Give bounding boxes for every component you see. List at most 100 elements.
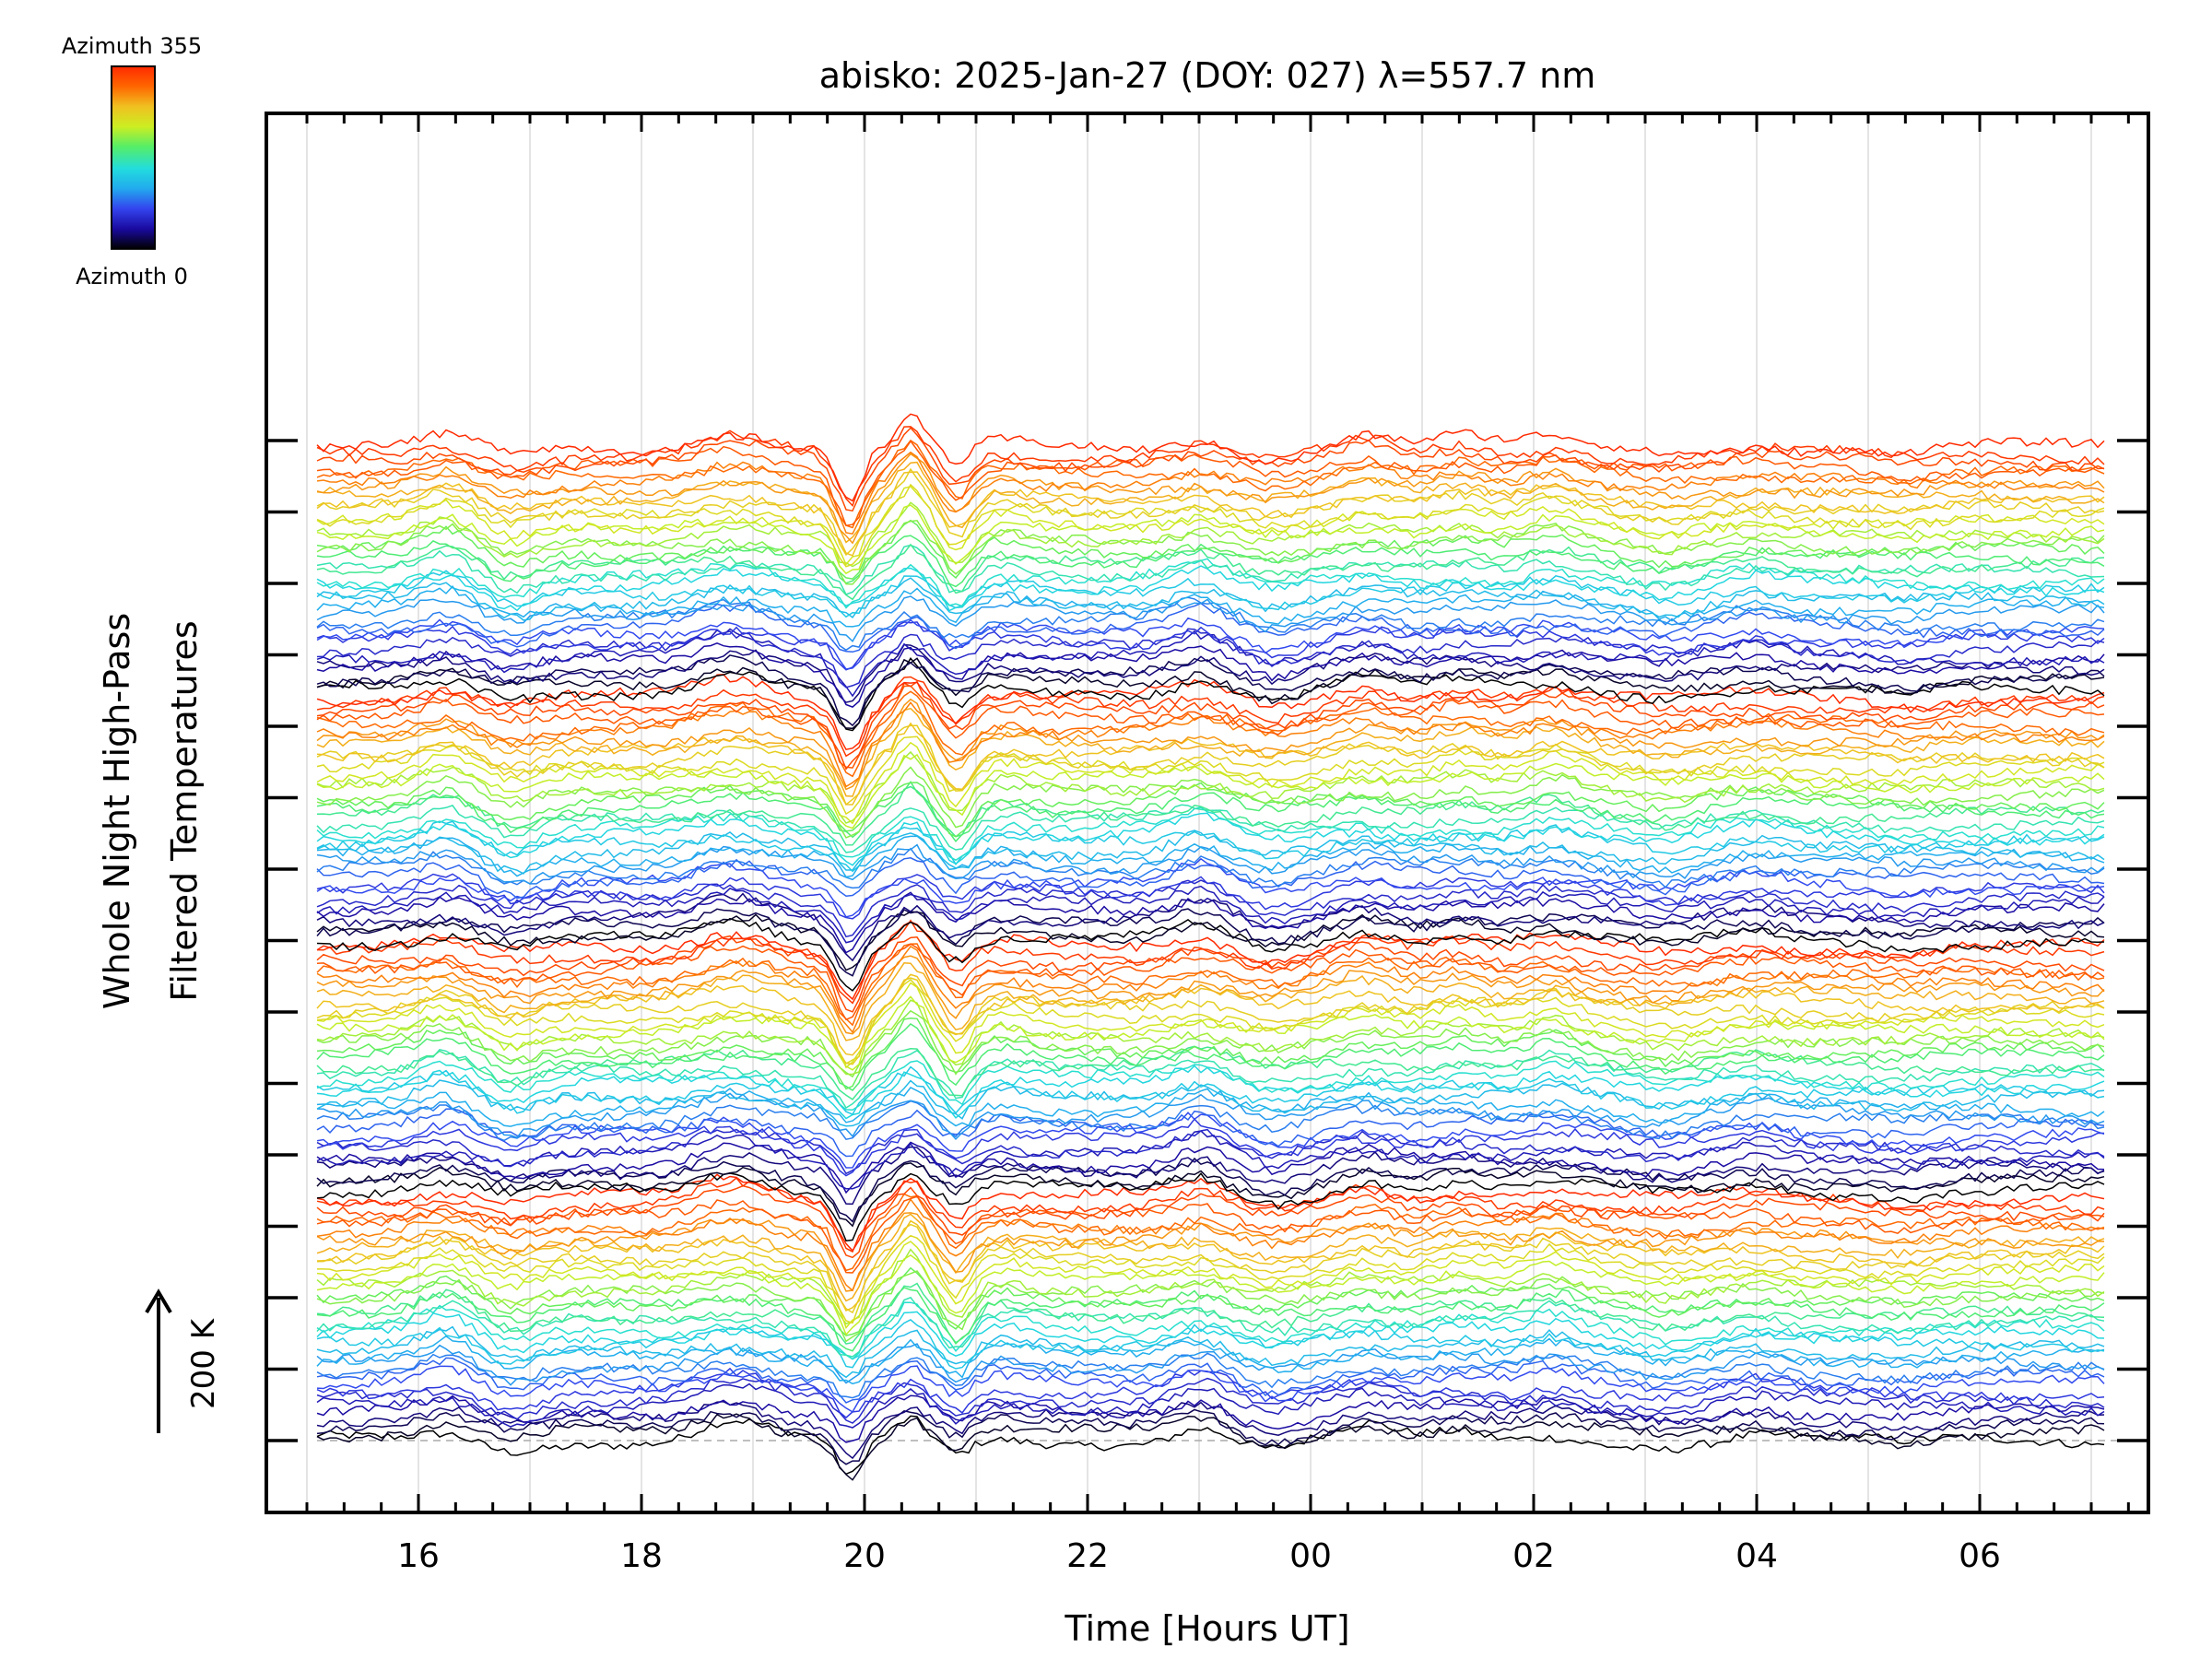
series-line — [316, 577, 2105, 621]
series-line — [316, 995, 2105, 1071]
series-line — [316, 977, 2105, 1065]
y-axis-label-line1: Whole Night High-Pass — [97, 613, 137, 1009]
series-line — [316, 1266, 2105, 1336]
series-line — [316, 440, 2105, 527]
series-line — [316, 879, 2105, 938]
series-line — [316, 1141, 2105, 1194]
series-line — [316, 921, 2105, 1001]
series-line — [316, 1172, 2105, 1242]
series-line — [316, 1413, 2105, 1481]
series-line — [316, 919, 2105, 1005]
series-line — [316, 955, 2105, 1035]
series-line — [316, 520, 2105, 585]
series-line — [316, 1382, 2105, 1429]
scale-arrow-head — [145, 1288, 172, 1314]
series-line — [316, 1086, 2105, 1127]
series-line — [316, 1301, 2105, 1360]
series-line — [316, 1343, 2105, 1386]
y-axis-label-line2: Filtered Temperatures — [164, 620, 205, 1001]
colorbar — [111, 65, 156, 250]
y-axis-label: Whole Night High-Pass Filtered Temperatu… — [97, 613, 205, 1009]
series-line — [316, 1311, 2105, 1360]
series-line — [316, 1128, 2105, 1175]
x-tick-label: 00 — [1289, 1537, 1332, 1575]
series-line — [316, 471, 2105, 557]
series-line — [316, 943, 2105, 1027]
series-line — [316, 1130, 2105, 1190]
series-line — [316, 544, 2105, 595]
series-line — [316, 426, 2105, 508]
series-line — [316, 1270, 2105, 1343]
x-tick-label: 06 — [1959, 1537, 2001, 1575]
series-line — [316, 908, 2105, 977]
series-line — [316, 1173, 2105, 1253]
series-line — [316, 1282, 2105, 1345]
scale-label: 200 K — [185, 1317, 222, 1409]
series-line — [316, 1193, 2105, 1272]
x-tick-label: 20 — [843, 1537, 886, 1575]
series-line — [316, 1048, 2105, 1110]
series-line — [316, 1197, 2105, 1292]
chart-title: abisko: 2025-Jan-27 (DOY: 027) λ=557.7 n… — [819, 55, 1596, 96]
azimuth-colorbar-legend: Azimuth 355 Azimuth 0 — [62, 33, 202, 289]
series-line — [316, 1415, 2105, 1476]
series-line — [316, 1377, 2105, 1424]
series-line — [316, 1146, 2105, 1206]
series-line — [316, 676, 2105, 758]
series-line — [316, 1017, 2105, 1090]
colorbar-bottom-label: Azimuth 0 — [76, 264, 188, 289]
series-line — [316, 780, 2105, 842]
series-line — [316, 413, 2105, 502]
series-line — [316, 857, 2105, 918]
series-line — [316, 1241, 2105, 1329]
series-line — [316, 722, 2105, 806]
series-line — [316, 1108, 2105, 1158]
series-line — [316, 504, 2105, 575]
series-line — [316, 641, 2105, 708]
series-line — [316, 1254, 2105, 1336]
series-line — [316, 654, 2105, 727]
series-line — [316, 1223, 2105, 1314]
series-line — [316, 1212, 2105, 1292]
series-line — [316, 782, 2105, 838]
series-line — [316, 857, 2105, 900]
series-line — [316, 1213, 2105, 1302]
series-line — [316, 1045, 2105, 1100]
series-line — [316, 892, 2105, 962]
series-line — [316, 628, 2105, 688]
series-line — [316, 1060, 2105, 1111]
series-line — [316, 847, 2105, 889]
series-line — [316, 1065, 2105, 1116]
series-line — [316, 1219, 2105, 1312]
plot-frame — [265, 112, 2150, 1514]
series-line — [316, 467, 2105, 557]
series-line — [316, 885, 2105, 944]
series-line — [316, 1357, 2105, 1404]
series-line — [316, 843, 2105, 886]
series-line — [316, 806, 2105, 862]
x-axis-label: Time [Hours UT] — [1064, 1608, 1349, 1649]
x-tick-label: 18 — [620, 1537, 663, 1575]
x-tick-label: 16 — [397, 1537, 440, 1575]
series-line — [316, 812, 2105, 866]
series-line — [316, 785, 2105, 846]
plot-border — [265, 112, 2150, 1514]
series-line — [316, 979, 2105, 1065]
series-line — [316, 707, 2105, 797]
series-line — [316, 1157, 2105, 1223]
series-line — [316, 1408, 2105, 1465]
series-line — [316, 1065, 2105, 1120]
series-line — [316, 1100, 2105, 1142]
series-line — [316, 657, 2105, 732]
series-group — [316, 413, 2105, 1481]
series-line — [316, 1009, 2105, 1078]
series-line — [316, 565, 2105, 612]
series-line — [316, 1365, 2105, 1413]
series-line — [316, 643, 2105, 703]
series-line — [316, 617, 2105, 670]
series-line — [316, 1394, 2105, 1443]
x-axis-ticks: 16 18 20 22 00 02 04 06 — [305, 113, 2130, 1575]
series-line — [316, 1287, 2105, 1352]
x-tick-label: 02 — [1512, 1537, 1555, 1575]
